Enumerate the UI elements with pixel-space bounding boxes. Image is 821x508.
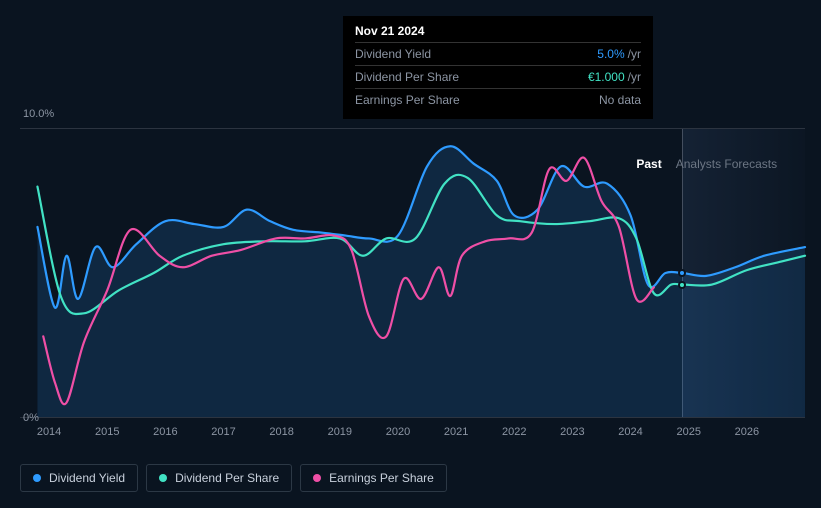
legend-item[interactable]: Dividend Per Share [146, 464, 292, 492]
tooltip-date: Nov 21 2024 [355, 24, 641, 42]
x-axis-tick-label: 2022 [502, 426, 526, 438]
chart-container: 10.0% Past Analysts Forecasts 0% 2014 201… [20, 108, 805, 448]
chart-tooltip: Nov 21 2024 Dividend Yield5.0%/yrDividen… [343, 16, 653, 119]
chart-plot-area[interactable]: Past Analysts Forecasts [20, 128, 805, 418]
legend-dot-icon [33, 474, 41, 482]
y-axis-max-label: 10.0% [23, 108, 54, 120]
x-axis-tick-label: 2024 [618, 426, 642, 438]
legend-dot-icon [159, 474, 167, 482]
x-axis-tick-label: 2015 [95, 426, 119, 438]
x-axis-tick-label: 2023 [560, 426, 584, 438]
x-axis-tick-label: 2014 [37, 426, 61, 438]
legend-label: Dividend Yield [49, 471, 125, 485]
x-axis-tick-label: 2016 [153, 426, 177, 438]
x-axis-tick-label: 2021 [444, 426, 468, 438]
mode-label-past: Past [636, 157, 661, 171]
tooltip-row: Earnings Per Share No data [355, 88, 641, 111]
tooltip-row-value: No data [599, 93, 641, 107]
chart-svg [20, 129, 805, 417]
tooltip-row-label: Earnings Per Share [355, 93, 460, 107]
tooltip-row: Dividend Per Share €1.000/yr [355, 65, 641, 88]
x-axis-tick-label: 2018 [269, 426, 293, 438]
tooltip-row-value: €1.000 [588, 70, 625, 84]
series-area [37, 146, 805, 417]
legend-item[interactable]: Earnings Per Share [300, 464, 447, 492]
series-marker [678, 269, 686, 277]
tooltip-row-unit: /yr [628, 47, 641, 61]
legend-label: Dividend Per Share [175, 471, 279, 485]
tooltip-row-label: Dividend Yield [355, 47, 431, 61]
mode-labels: Past Analysts Forecasts [636, 157, 777, 171]
legend-label: Earnings Per Share [329, 471, 434, 485]
tooltip-row-unit: /yr [628, 70, 641, 84]
series-marker [678, 281, 686, 289]
legend-dot-icon [313, 474, 321, 482]
tooltip-row-value: 5.0% [597, 47, 624, 61]
x-axis-tick-label: 2026 [735, 426, 759, 438]
mode-label-forecast: Analysts Forecasts [676, 157, 777, 171]
tooltip-row: Dividend Yield 5.0% /yr [355, 42, 641, 65]
x-axis-tick-label: 2017 [211, 426, 235, 438]
tooltip-row-label: Dividend Per Share [355, 70, 459, 84]
x-axis-tick-label: 2019 [328, 426, 352, 438]
x-axis-tick-label: 2020 [386, 426, 410, 438]
legend-item[interactable]: Dividend Yield [20, 464, 138, 492]
chart-legend: Dividend Yield Dividend Per Share Earnings… [20, 464, 447, 492]
y-axis-min-label: 0% [23, 412, 39, 424]
x-axis-tick-label: 2025 [676, 426, 700, 438]
